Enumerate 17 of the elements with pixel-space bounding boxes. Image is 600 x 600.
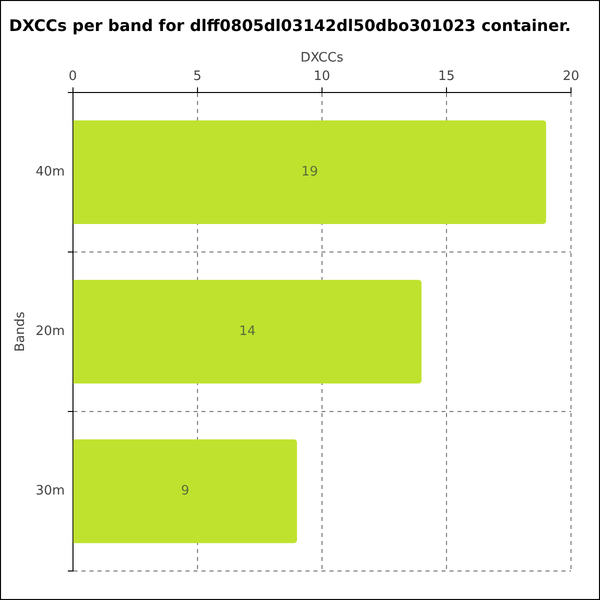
chart-title: DXCCs per band for dlff0805dl03142dl50dbo301023 container.	[9, 16, 571, 35]
bar	[73, 280, 422, 384]
data-label: 9	[181, 484, 190, 499]
data-label: 19	[301, 164, 318, 180]
x-tick-label: 0	[68, 68, 77, 84]
x-tick-label: 20	[562, 68, 580, 84]
x-axis-title: DXCCs	[300, 50, 344, 66]
data-label: 14	[239, 324, 256, 340]
x-tick-label: 10	[314, 68, 330, 84]
y-tick-label: 40m	[36, 164, 65, 180]
x-tick-label: 15	[438, 68, 455, 84]
y-tick-label: 20m	[36, 324, 65, 340]
x-tick-label: 5	[193, 68, 202, 84]
bar	[73, 439, 297, 544]
bar	[73, 120, 546, 224]
y-axis-title: Bands	[13, 311, 28, 352]
y-tick-label: 30m	[36, 484, 65, 499]
